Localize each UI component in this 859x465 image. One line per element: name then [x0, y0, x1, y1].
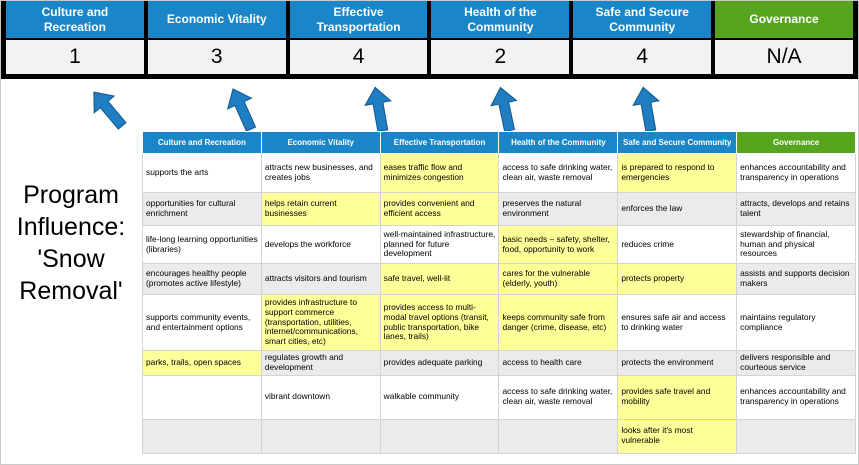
matrix-cell: enhances accountability and transparency…	[736, 153, 856, 193]
matrix-cell	[379, 418, 500, 454]
matrix-row: supports the arts attracts new businesses…	[142, 153, 856, 193]
pillar-score: 1	[6, 40, 144, 74]
matrix-cell: regulates growth and development	[260, 350, 381, 376]
matrix-cell: provides safe travel and mobility	[617, 374, 738, 420]
program-title-line: Influence:	[16, 213, 126, 241]
matrix-cell: safe travel, well-lit	[379, 263, 500, 295]
matrix-cell: looks after it's most vulnerable	[617, 418, 738, 454]
matrix-row: parks, trails, open spaces regulates grow…	[142, 350, 856, 376]
matrix-cell: life-long learning opportunities (librar…	[142, 225, 262, 264]
matrix-cell: maintains regulatory compliance	[736, 294, 856, 351]
scoreboard-col-culture: Culture and Recreation 1	[6, 1, 144, 79]
matrix-cell: access to safe drinking water, clean air…	[498, 374, 619, 420]
scoreboard-col-governance: Governance N/A	[715, 1, 853, 79]
matrix-cell	[260, 418, 381, 454]
matrix-cell: stewardship of financial, human and phys…	[736, 225, 856, 264]
matrix-cell: protects property	[617, 263, 738, 295]
matrix-body: supports the arts attracts new businesses…	[142, 153, 856, 454]
matrix-column-header: Health of the Community	[498, 131, 619, 154]
matrix-cell: attracts new businesses, and creates job…	[260, 153, 381, 193]
program-title: Program Influence: 'Snow Removal'	[1, 179, 141, 307]
matrix-cell: access to health care	[498, 350, 619, 376]
pillar-score: 4	[289, 40, 428, 74]
up-arrow-icon	[486, 83, 525, 134]
matrix-column-header: Governance	[736, 131, 856, 154]
matrix-cell: enforces the law	[617, 192, 738, 226]
up-arrow-icon	[628, 84, 666, 135]
matrix-column-header: Economic Vitality	[260, 131, 381, 154]
influence-matrix: Culture and Recreation Economic Vitality E…	[142, 131, 856, 454]
pillar-score: 2	[431, 40, 570, 74]
matrix-cell	[498, 418, 619, 454]
scoreboard-col-health: Health of the Community 2	[431, 1, 570, 79]
matrix-cell: assists and supports decision makers	[736, 263, 856, 295]
matrix-cell: is prepared to respond to emergencies	[617, 153, 738, 193]
program-title-line: 'Snow	[37, 245, 105, 273]
up-arrow-icon	[219, 82, 265, 136]
matrix-cell: provides access to multi-modal travel op…	[379, 294, 500, 351]
matrix-cell: encourages healthy people (promotes acti…	[142, 263, 262, 295]
matrix-column-header: Safe and Secure Community	[617, 131, 738, 154]
program-title-line: Program	[23, 181, 119, 209]
matrix-cell: helps retain current businesses	[260, 192, 381, 226]
matrix-cell: supports the arts	[142, 153, 262, 193]
matrix-cell	[142, 374, 262, 420]
pillar-header: Effective Transportation	[289, 1, 428, 38]
matrix-cell: attracts, develops and retains talent	[736, 192, 856, 226]
matrix-cell: well-maintained infrastructure, planned …	[379, 225, 500, 264]
matrix-cell: develops the workforce	[260, 225, 381, 264]
matrix-cell: enhances accountability and transparency…	[736, 374, 856, 420]
matrix-row: vibrant downtown walkable community access…	[142, 374, 856, 420]
matrix-cell: access to safe drinking water, clean air…	[498, 153, 619, 193]
matrix-cell: provides infrastructure to support comme…	[260, 294, 381, 351]
program-title-line: Removal'	[19, 277, 123, 305]
matrix-column-header: Culture and Recreation	[142, 131, 262, 154]
matrix-cell: parks, trails, open spaces	[142, 350, 262, 376]
matrix-cell: provides convenient and efficient access	[379, 192, 500, 226]
scoreboard: Culture and Recreation 1 Economic Vitali…	[1, 1, 858, 79]
matrix-cell: supports community events, and entertain…	[142, 294, 262, 351]
matrix-row: opportunities for cultural enrichment hel…	[142, 192, 856, 226]
matrix-row: encourages healthy people (promotes acti…	[142, 263, 856, 295]
scoreboard-col-safety: Safe and Secure Community 4	[573, 1, 712, 79]
matrix-cell: opportunities for cultural enrichment	[142, 192, 262, 226]
scoreboard-col-economic: Economic Vitality 3	[147, 1, 286, 79]
matrix-cell: vibrant downtown	[260, 374, 381, 420]
matrix-cell: keeps community safe from danger (crime,…	[498, 294, 619, 351]
pillar-header: Governance	[715, 1, 853, 38]
matrix-cell: attracts visitors and tourism	[260, 263, 381, 295]
matrix-head-row: Culture and Recreation Economic Vitality E…	[142, 131, 856, 154]
pillar-header: Economic Vitality	[147, 1, 286, 38]
matrix-cell: protects the environment	[617, 350, 738, 376]
matrix-column-header: Effective Transportation	[379, 131, 500, 154]
pillar-header: Culture and Recreation	[6, 1, 144, 38]
matrix-row: life-long learning opportunities (librar…	[142, 225, 856, 264]
matrix-cell: basic needs – safety, shelter, food, opp…	[498, 225, 619, 264]
matrix-cell	[142, 418, 262, 454]
matrix-cell	[736, 418, 856, 454]
matrix-cell: reduces crime	[617, 225, 738, 264]
pillar-header: Health of the Community	[431, 1, 570, 38]
pillar-score: 4	[573, 40, 712, 74]
matrix-row: supports community events, and entertain…	[142, 294, 856, 351]
matrix-cell: preserves the natural environment	[498, 192, 619, 226]
scoreboard-col-transportation: Effective Transportation 4	[289, 1, 428, 79]
pillar-score: 3	[147, 40, 286, 74]
matrix-cell: cares for the vulnerable (elderly, youth…	[498, 263, 619, 295]
matrix-cell: delivers responsible and courteous servi…	[736, 350, 856, 376]
matrix-row: looks after it's most vulnerable	[142, 418, 856, 454]
pillar-score: N/A	[715, 40, 853, 74]
matrix-cell: ensures safe air and access to drinking …	[617, 294, 738, 351]
up-arrow-icon	[82, 82, 135, 137]
pillar-header: Safe and Secure Community	[573, 1, 712, 38]
matrix-cell: provides adequate parking	[379, 350, 500, 376]
matrix-cell: eases traffic flow and minimizes congest…	[379, 153, 500, 193]
matrix-cell: walkable community	[379, 374, 500, 420]
up-arrow-icon	[360, 84, 398, 135]
